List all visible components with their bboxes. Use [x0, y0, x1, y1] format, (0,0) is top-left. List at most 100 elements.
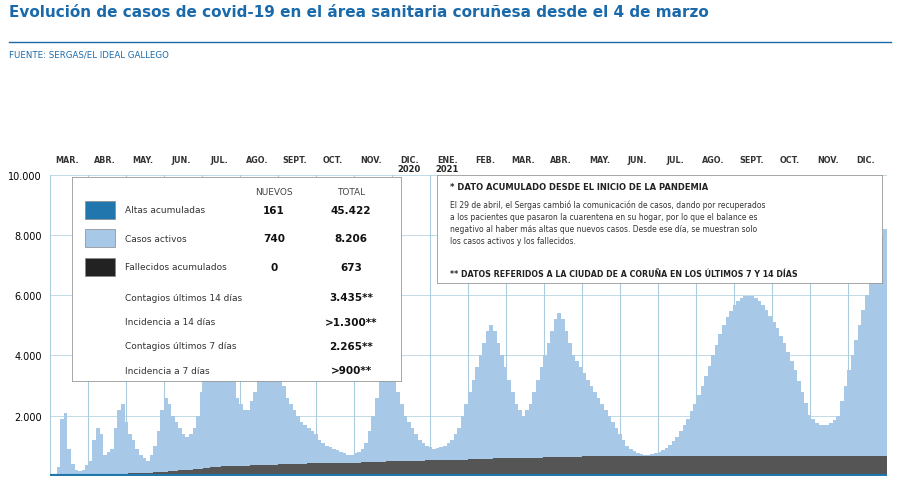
Bar	[64, 413, 68, 476]
Bar	[579, 368, 582, 476]
Bar	[296, 464, 300, 476]
Bar	[761, 306, 765, 476]
Bar	[107, 452, 111, 476]
Bar	[271, 465, 274, 476]
Bar	[139, 473, 142, 476]
Bar	[697, 395, 700, 476]
Bar	[586, 380, 590, 476]
Bar	[321, 443, 325, 476]
Bar	[436, 448, 439, 476]
Bar	[64, 475, 68, 476]
Bar	[274, 465, 278, 476]
Bar	[421, 460, 425, 476]
Bar	[682, 425, 686, 476]
Bar	[629, 456, 633, 476]
Bar	[790, 456, 794, 476]
Bar	[250, 465, 254, 476]
Bar	[182, 434, 185, 476]
Text: Casos activos: Casos activos	[124, 234, 186, 243]
Bar	[100, 434, 104, 476]
Bar	[178, 470, 182, 476]
Bar	[776, 456, 779, 476]
Bar	[801, 392, 805, 476]
Text: JUN.: JUN.	[171, 156, 191, 165]
Text: Evolución de casos de covid-19 en el área sanitaria coruñesa desde el 4 de marzo: Evolución de casos de covid-19 en el áre…	[9, 5, 709, 20]
Bar	[475, 368, 479, 476]
Bar	[232, 466, 236, 476]
Bar	[254, 392, 257, 476]
Bar	[497, 458, 500, 476]
Bar	[379, 462, 382, 476]
Bar	[364, 462, 368, 476]
Bar	[386, 362, 390, 476]
Bar	[472, 380, 475, 476]
Bar	[600, 456, 604, 476]
Bar	[836, 456, 840, 476]
Bar	[644, 455, 647, 476]
Bar	[53, 474, 57, 476]
Bar	[493, 332, 497, 476]
Bar	[868, 456, 872, 476]
Text: Contagios últimos 7 días: Contagios últimos 7 días	[124, 342, 236, 351]
Bar	[257, 380, 260, 476]
Bar	[310, 463, 314, 476]
Bar	[812, 419, 815, 476]
Bar	[243, 410, 247, 476]
Text: 2021: 2021	[436, 165, 459, 174]
Text: 161: 161	[263, 205, 285, 215]
Bar	[593, 392, 597, 476]
Bar	[518, 410, 522, 476]
Bar	[590, 456, 593, 476]
Bar	[554, 457, 557, 476]
Bar	[486, 459, 490, 476]
Bar	[546, 457, 550, 476]
Bar	[185, 470, 189, 476]
Bar	[622, 456, 626, 476]
Bar	[436, 460, 439, 476]
Bar	[633, 456, 636, 476]
Bar	[189, 434, 193, 476]
Bar	[175, 422, 178, 476]
Bar	[196, 416, 200, 476]
Bar	[876, 250, 879, 476]
Bar	[557, 314, 561, 476]
Text: MAY.: MAY.	[589, 156, 610, 165]
Bar	[271, 350, 274, 476]
Bar	[303, 463, 307, 476]
Bar	[361, 449, 365, 476]
Bar	[254, 465, 257, 476]
Bar	[604, 410, 608, 476]
Bar	[321, 463, 325, 476]
Bar	[539, 368, 543, 476]
Text: Altas acumuladas: Altas acumuladas	[124, 206, 204, 215]
Bar	[418, 461, 421, 476]
Bar	[300, 464, 303, 476]
Bar	[812, 456, 815, 476]
Bar	[772, 322, 776, 476]
Bar	[779, 336, 783, 476]
Bar	[533, 392, 536, 476]
Bar	[68, 449, 71, 476]
Bar	[736, 456, 740, 476]
Bar	[336, 450, 339, 476]
Bar	[679, 431, 682, 476]
Text: 45.422: 45.422	[331, 205, 372, 215]
Text: NOV.: NOV.	[817, 156, 839, 165]
Text: AGO.: AGO.	[246, 156, 268, 165]
Bar	[114, 474, 118, 476]
Bar	[96, 475, 100, 476]
Bar	[457, 460, 461, 476]
Bar	[397, 461, 400, 476]
Bar	[432, 460, 436, 476]
Bar	[693, 456, 697, 476]
Bar	[247, 465, 250, 476]
Bar	[836, 416, 840, 476]
Bar	[218, 466, 221, 476]
Bar	[368, 462, 372, 476]
Bar	[508, 458, 511, 476]
Bar	[243, 465, 247, 476]
Bar	[196, 469, 200, 476]
Bar	[328, 447, 332, 476]
Bar	[662, 456, 665, 476]
Bar	[260, 465, 264, 476]
